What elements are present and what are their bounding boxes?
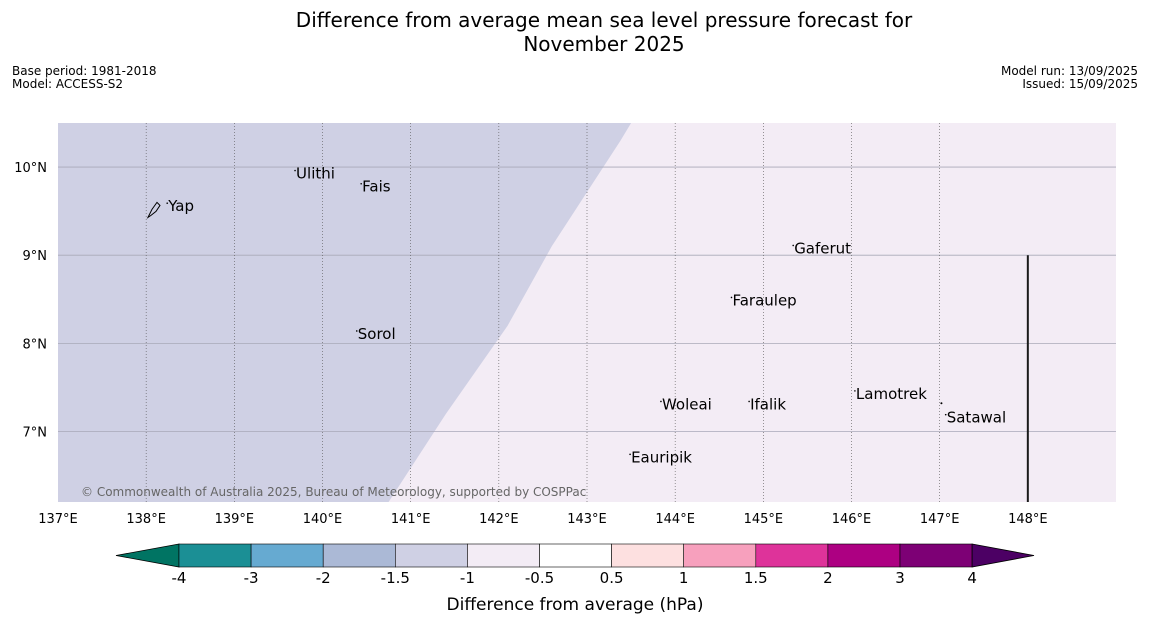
colorbar: -4 -3 -2 -1.5 -1 -0.5 0.5 1 1.5 2 3 4 Difference fro… [115, 543, 1035, 615]
island-marker [748, 400, 750, 403]
colorbar-tick-label: 1 [679, 569, 689, 587]
place-label: Yap [167, 197, 194, 215]
island-marker [355, 330, 358, 332]
island-marker [944, 413, 947, 416]
island-marker [940, 402, 943, 405]
map-area: 10°N 9°N 8°N 7°N 137°E 138°E 139°E 140°E 141°E 14… [14, 123, 1116, 527]
island-marker [360, 182, 362, 185]
colorbar-tick-label: -1.5 [381, 569, 410, 587]
island-marker [629, 453, 631, 456]
title-line-1: Difference from average mean sea level p… [295, 8, 913, 32]
island-marker [294, 169, 296, 172]
region-dark [58, 123, 632, 502]
title-line-2: November 2025 [523, 32, 685, 56]
place-label: Sorol [358, 325, 396, 343]
colorbar-segment [467, 543, 540, 568]
lat-label: 9°N [23, 249, 48, 264]
place-label: Ifalik [750, 395, 786, 413]
lat-label: 7°N [23, 425, 48, 440]
colorbar-segment [755, 543, 829, 568]
lon-label: 140°E [303, 512, 343, 527]
lon-label: 142°E [479, 512, 519, 527]
colorbar-segment [611, 543, 684, 568]
colorbar-tick-label: -3 [244, 569, 259, 587]
lon-label: 137°E [38, 512, 78, 527]
colorbar-extend-high [971, 543, 1035, 568]
island-marker [854, 390, 856, 392]
colorbar-tick-label: 4 [967, 569, 977, 587]
colorbar-segment [539, 543, 612, 568]
place-label: Eauripik [631, 448, 692, 466]
lon-label: 141°E [391, 512, 431, 527]
meta-left: Base period: 1981-2018 Model: ACCESS-S2 [12, 65, 157, 91]
place-label: Gaferut [794, 239, 851, 257]
place-label: Faraulep [732, 291, 796, 309]
lat-label: 8°N [23, 337, 48, 352]
lon-label: 138°E [126, 512, 166, 527]
place-label: Ulithi [296, 165, 335, 183]
lon-label: 139°E [215, 512, 255, 527]
copyright-text: © Commonwealth of Australia 2025, Bureau… [81, 485, 586, 499]
colorbar-segment [827, 543, 901, 568]
colorbar-tick-label: -2 [316, 569, 331, 587]
lat-label: 10°N [14, 161, 47, 176]
colorbar-extend-low [115, 543, 180, 568]
colorbar-tick-label: 2 [823, 569, 833, 587]
colorbar-tick-label: 3 [895, 569, 905, 587]
colorbar-tick-label: -1 [460, 569, 475, 587]
model-run-text: Model run: 13/09/2025 [1000, 64, 1138, 78]
lon-label: 148°E [1008, 512, 1048, 527]
colorbar-segment [394, 543, 468, 568]
colorbar-title: Difference from average (hPa) [447, 595, 704, 615]
map-title: Difference from average mean sea level p… [0, 8, 1150, 56]
colorbar-tick-label: 0.5 [600, 569, 624, 587]
island-marker [792, 244, 794, 247]
island-marker [660, 400, 662, 403]
colorbar-segment [899, 543, 973, 568]
island-marker [166, 202, 169, 204]
lon-label: 144°E [655, 512, 695, 527]
lon-label: 143°E [567, 512, 607, 527]
meta-right: Model run: 13/09/2025 Issued: 15/09/2025 [1001, 65, 1138, 91]
colorbar-segment [250, 543, 324, 568]
place-label: Fais [362, 178, 391, 196]
issued-text: Issued: 15/09/2025 [1022, 77, 1138, 91]
colorbar-segment [322, 543, 396, 568]
colorbar-tick-label: -4 [172, 569, 187, 587]
place-label: Satawal [947, 409, 1006, 427]
colorbar-segment [178, 543, 252, 568]
lon-label: 147°E [920, 512, 960, 527]
lon-label: 145°E [744, 512, 784, 527]
place-label: Lamotrek [856, 385, 927, 403]
colorbar-tick-label: -0.5 [525, 569, 554, 587]
colorbar-segment [683, 543, 757, 568]
lon-label: 146°E [832, 512, 872, 527]
place-label: Woleai [662, 395, 712, 413]
yap-island-shape [146, 201, 161, 219]
base-period-text: Base period: 1981-2018 [12, 64, 157, 78]
colorbar-tick-label: 1.5 [744, 569, 768, 587]
model-text: Model: ACCESS-S2 [12, 77, 124, 91]
island-marker [730, 296, 733, 299]
